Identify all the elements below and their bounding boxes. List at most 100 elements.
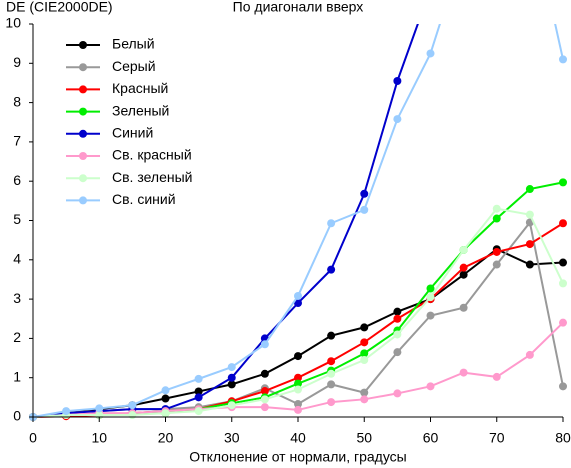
data-point: [327, 398, 336, 407]
data-point: [360, 338, 369, 347]
data-point: [294, 291, 302, 300]
data-point: [360, 388, 369, 397]
data-point: [194, 387, 203, 396]
data-point: [327, 380, 336, 389]
data-point: [459, 368, 468, 377]
x-tick-label: 30: [224, 430, 240, 446]
data-point: [459, 263, 468, 272]
x-tick-label: 10: [91, 430, 107, 446]
data-point: [327, 219, 336, 228]
data-point: [459, 245, 468, 254]
data-point: [426, 293, 435, 302]
data-point: [559, 382, 567, 391]
plot-area: [29, 24, 567, 421]
data-point: [62, 407, 71, 416]
data-point: [294, 385, 302, 394]
data-point: [360, 395, 369, 404]
legend-label: Св. зеленый: [112, 169, 192, 185]
x-tick-label: 80: [555, 430, 571, 446]
data-point: [393, 348, 402, 357]
x-tick-label: 20: [158, 430, 174, 446]
data-point: [360, 189, 369, 198]
data-point: [128, 411, 137, 420]
data-point: [227, 373, 236, 382]
data-point: [95, 404, 104, 413]
data-point: [525, 240, 534, 249]
x-tick-label: 40: [290, 430, 306, 446]
x-tick-label: 60: [423, 430, 439, 446]
data-point: [161, 409, 170, 418]
data-point: [525, 210, 534, 219]
legend-label: Белый: [112, 36, 155, 52]
data-point: [393, 314, 402, 323]
data-point: [525, 350, 534, 359]
data-point: [161, 394, 170, 403]
data-point: [360, 323, 369, 332]
data-point: [492, 247, 501, 256]
legend-marker: [79, 174, 87, 183]
data-point: [426, 49, 435, 58]
legend-label: Св. синий: [112, 191, 176, 207]
legend-marker: [79, 63, 87, 72]
y-tick-label: 5: [13, 211, 21, 227]
data-point: [360, 356, 369, 365]
data-point: [227, 401, 236, 410]
data-point: [194, 393, 203, 402]
data-point: [426, 284, 435, 293]
legend-marker: [79, 196, 87, 205]
data-point: [559, 258, 567, 267]
data-point: [426, 311, 435, 320]
data-point: [559, 279, 567, 288]
y-tick-label: 1: [13, 368, 21, 384]
data-point: [459, 303, 468, 312]
y-tick-label: 8: [13, 93, 21, 109]
data-point: [559, 178, 567, 187]
data-point: [194, 407, 203, 416]
data-point: [360, 349, 369, 358]
data-point: [294, 400, 302, 409]
legend-label: Синий: [112, 125, 153, 141]
x-tick-label: 70: [489, 430, 505, 446]
data-point: [327, 265, 336, 274]
data-point: [525, 260, 534, 269]
data-point: [426, 382, 435, 391]
x-axis-label: Отклонение от нормали, градусы: [189, 449, 406, 465]
data-point: [559, 318, 567, 327]
data-point: [393, 389, 402, 398]
legend-marker: [79, 41, 87, 49]
data-point: [492, 204, 501, 213]
data-point: [128, 401, 137, 410]
data-point: [294, 379, 302, 388]
y-tick-label: 3: [13, 290, 21, 306]
y-tick-label: 0: [13, 408, 21, 424]
data-point: [327, 369, 336, 378]
legend-label: Серый: [112, 58, 156, 74]
data-point: [294, 373, 302, 382]
data-point: [227, 380, 236, 389]
data-point: [393, 115, 402, 124]
data-point: [459, 270, 468, 279]
data-point: [294, 299, 302, 308]
data-point: [260, 369, 269, 378]
data-point: [327, 357, 336, 366]
y-tick-label: 9: [13, 54, 21, 70]
y-tick-label: 2: [13, 329, 21, 345]
legend-label: Св. красный: [112, 147, 192, 163]
data-point: [393, 76, 402, 85]
y-axis-label: DE (CIE2000DE): [6, 0, 113, 15]
y-tick-label: 6: [13, 172, 21, 188]
legend-marker: [79, 152, 87, 160]
data-point: [260, 403, 269, 412]
data-point: [260, 387, 269, 396]
y-tick-label: 10: [5, 15, 21, 31]
data-point: [194, 374, 203, 383]
y-tick-label: 7: [13, 133, 21, 149]
data-point: [161, 386, 170, 395]
data-point: [492, 372, 501, 381]
data-point: [525, 185, 534, 194]
data-point: [492, 214, 501, 223]
data-point: [393, 330, 402, 339]
x-tick-label: 50: [356, 430, 372, 446]
data-point: [260, 395, 269, 404]
